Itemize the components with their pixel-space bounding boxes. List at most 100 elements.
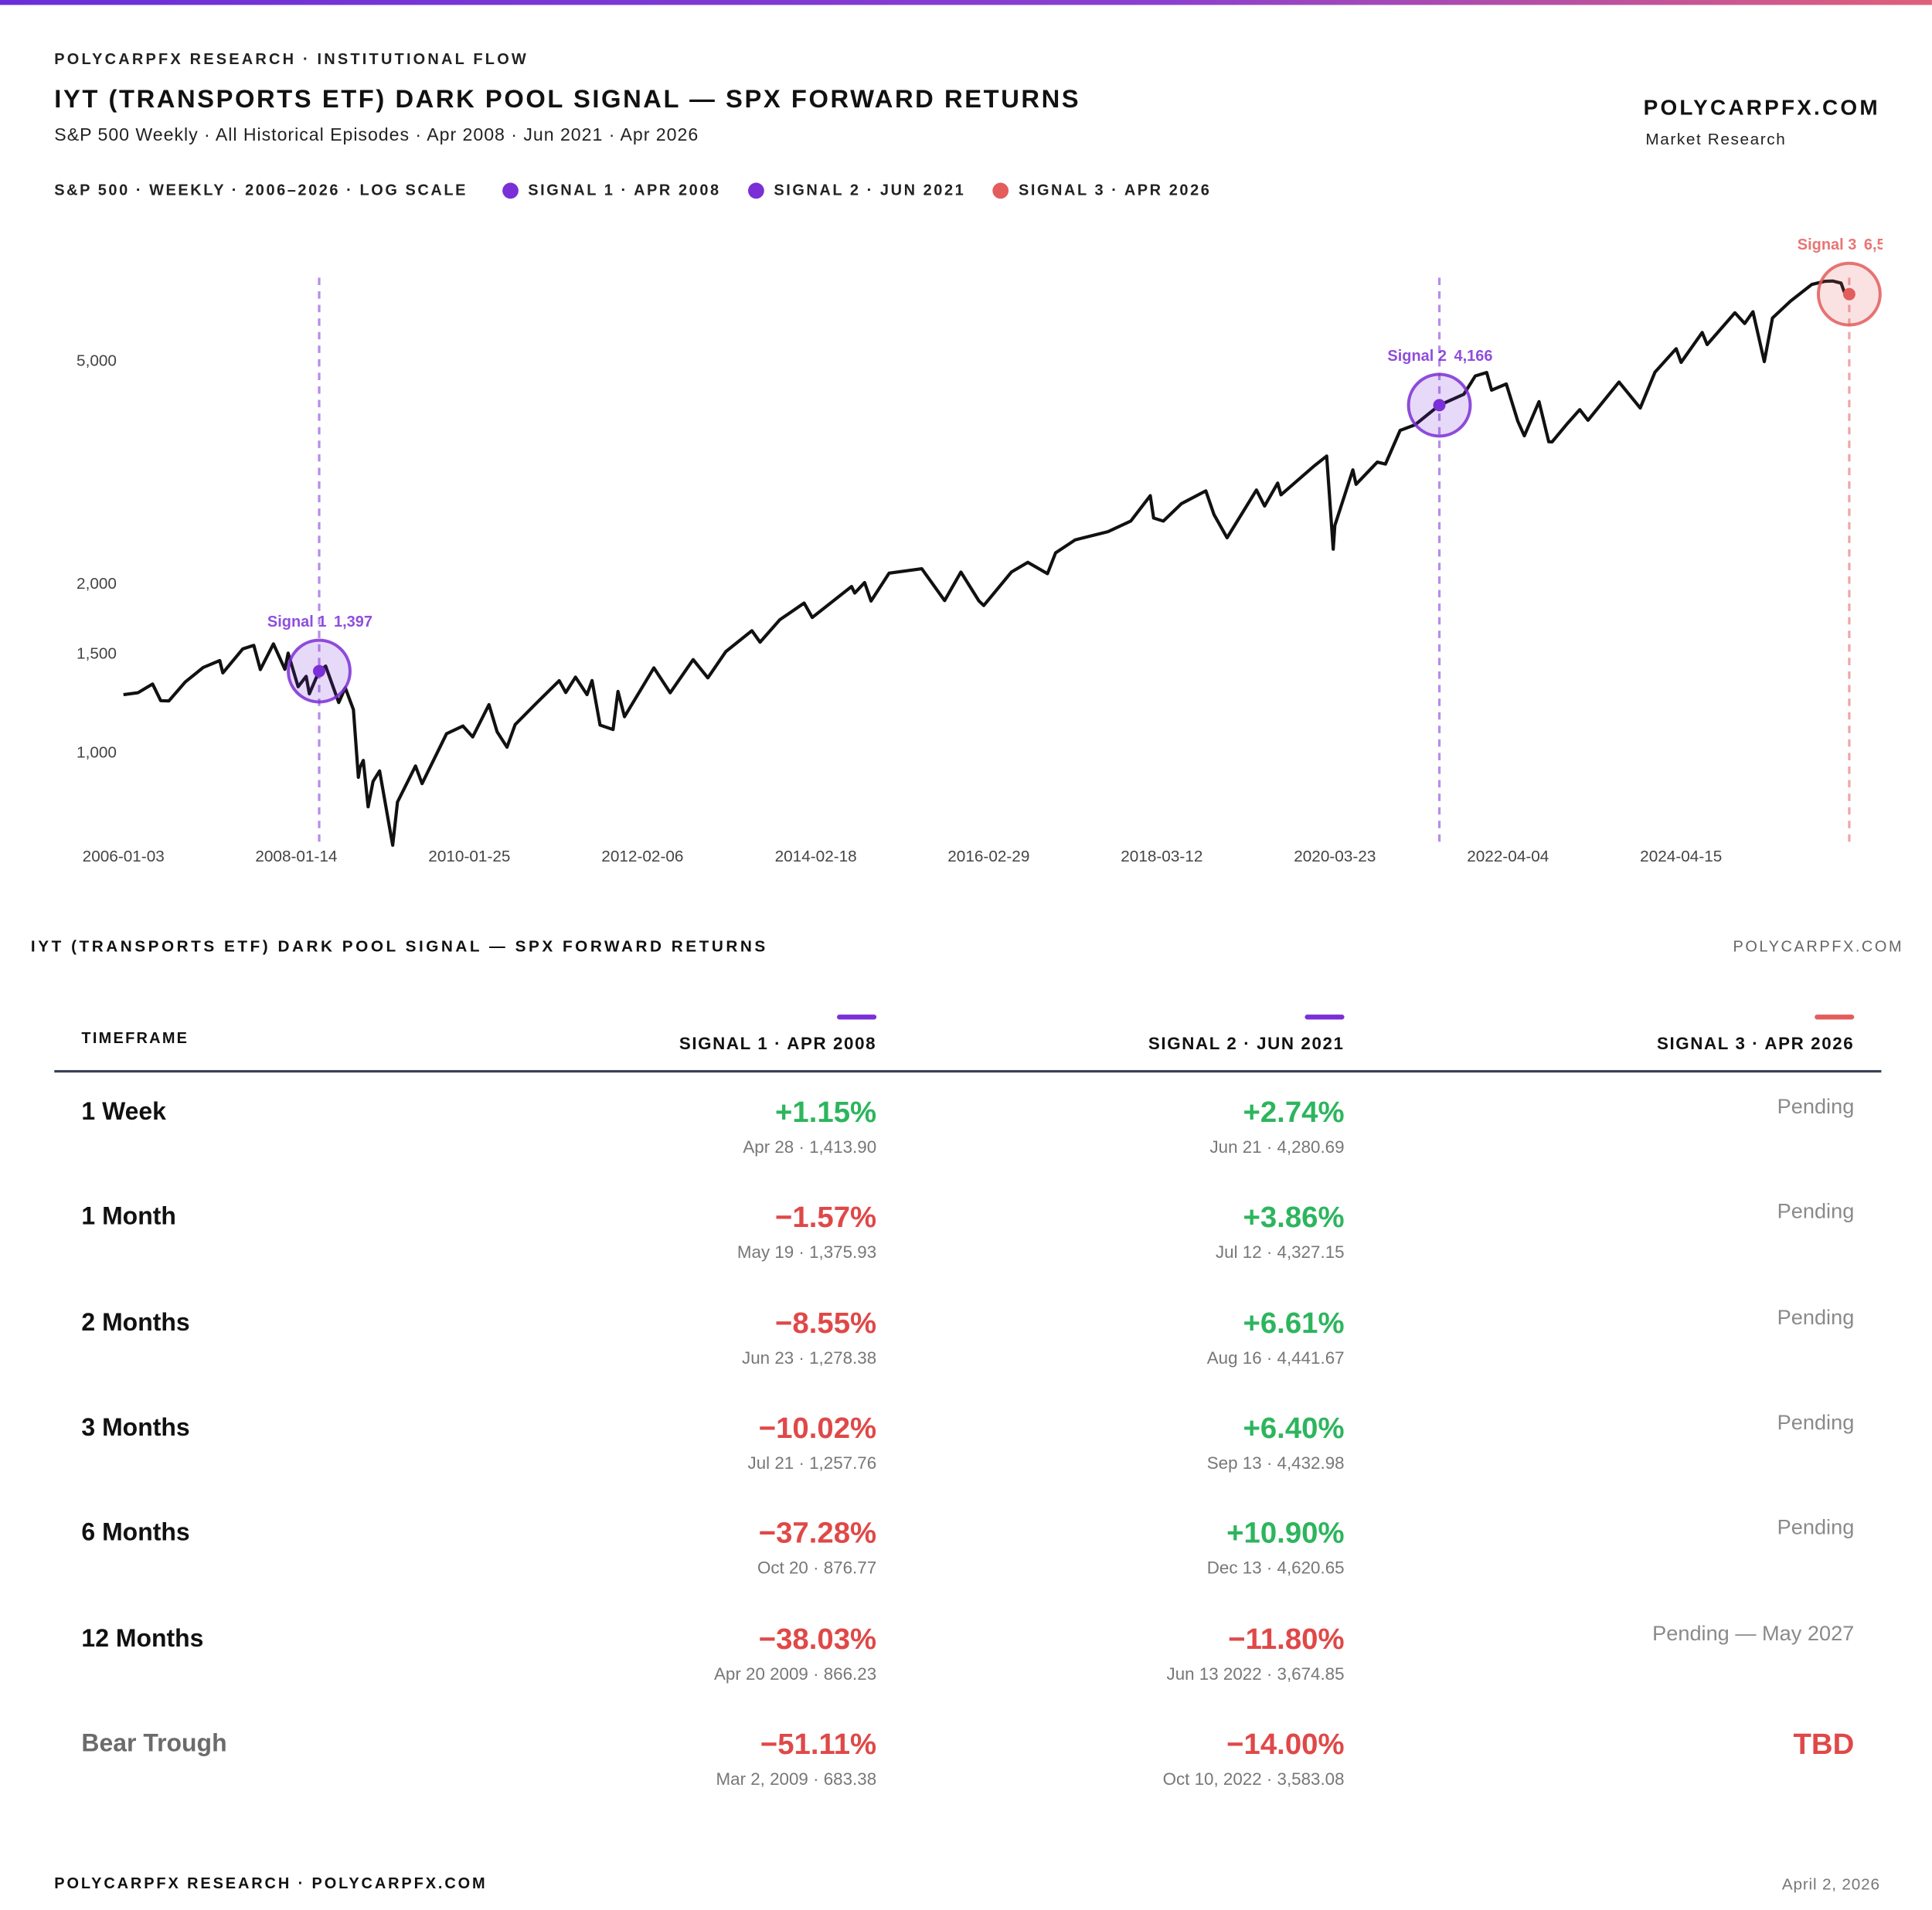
cell-detail: May 19 · 1,375.93 [736, 1242, 877, 1263]
legend-caption: S&P 500 · WEEKLY · 2006–2026 · LOG SCALE [54, 182, 468, 199]
chart: 1,000 1,500 2,000 5,000 2006-01-03 2008-01-14… [77, 236, 1903, 865]
cell-value: −37.28% [758, 1517, 877, 1551]
cell-detail: Dec 13 · 4,620.65 [1206, 1558, 1345, 1578]
y-tick-label: 2,000 [77, 575, 117, 593]
cell-value: −14.00% [1226, 1728, 1345, 1762]
row-label: 12 Months [81, 1624, 204, 1653]
cell-detail: Oct 10, 2022 · 3,583.08 [1162, 1768, 1345, 1789]
column-accent [1304, 1014, 1345, 1020]
top-bar [0, 0, 1932, 5]
subtitle: S&P 500 Weekly · All Historical Episodes… [54, 125, 699, 146]
y-tick-label: 1,000 [77, 743, 117, 761]
cell-value: Pending [1777, 1515, 1855, 1540]
brand-sub: Market Research [1645, 129, 1787, 148]
cell-value: Pending [1777, 1200, 1855, 1224]
x-tick-label: 2006-01-03 [83, 848, 165, 865]
cell-detail: Jul 12 · 4,327.15 [1215, 1242, 1345, 1263]
x-tick-label: 2022-04-04 [1467, 848, 1549, 865]
row-label: 1 Week [81, 1098, 166, 1126]
signal-value: 1,397 [334, 613, 372, 630]
row-label: 3 Months [81, 1414, 190, 1442]
x-tick-label: 2024-04-15 [1640, 848, 1722, 865]
cell-value: +1.15% [775, 1096, 877, 1130]
x-tick-label: 2010-01-25 [428, 848, 510, 865]
row-label: 6 Months [81, 1519, 190, 1547]
cell-value: −11.80% [1228, 1622, 1345, 1656]
signal-value: 4,166 [1454, 348, 1493, 365]
footer-right: April 2, 2026 [1781, 1874, 1880, 1894]
signal-dot [1433, 399, 1446, 412]
title: IYT (TRANSPORTS ETF) DARK POOL SIGNAL — … [54, 85, 1081, 114]
table-brand: POLYCARPFX.COM [1733, 938, 1904, 956]
brand: POLYCARPFX.COM [1643, 94, 1880, 120]
signal-dot [1842, 287, 1855, 301]
cell-value: Pending [1777, 1410, 1855, 1435]
cell-detail: Jun 23 · 1,278.38 [742, 1347, 877, 1368]
cell-detail: Jul 21 · 1,257.76 [747, 1452, 877, 1473]
x-tick-label: 2018-03-12 [1121, 848, 1202, 865]
column-header: TIMEFRAME [81, 1029, 189, 1047]
x-tick-label: 2020-03-23 [1294, 848, 1376, 865]
column-accent [1815, 1014, 1855, 1020]
signal-name: Signal 3 [1798, 236, 1857, 253]
legend-item: SIGNAL 2 · JUN 2021 [747, 182, 966, 199]
legend-item: SIGNAL 1 · APR 2008 [502, 182, 721, 199]
cell-detail: Mar 2, 2009 · 683.38 [716, 1768, 877, 1789]
cell-detail: Apr 28 · 1,413.90 [743, 1137, 877, 1157]
column-header: SIGNAL 2 · JUN 2021 [1148, 1033, 1345, 1053]
legend-label: SIGNAL 2 · JUN 2021 [774, 182, 966, 199]
cell-detail: Jun 21 · 4,280.69 [1209, 1137, 1345, 1157]
row-label: 1 Month [81, 1203, 176, 1232]
x-tick-label: 2012-02-06 [601, 848, 683, 865]
signal-value: 6,575 [1864, 236, 1903, 253]
table-title: IYT (TRANSPORTS ETF) DARK POOL SIGNAL — … [30, 936, 768, 956]
price-line [123, 279, 1850, 847]
legend-label: SIGNAL 1 · APR 2008 [528, 182, 721, 199]
cell-value: TBD [1793, 1728, 1855, 1762]
cell-value: +2.74% [1243, 1096, 1345, 1130]
x-tick-label: 2014-02-18 [775, 848, 857, 865]
legend-dot [747, 182, 764, 199]
y-tick-label: 1,500 [77, 645, 117, 663]
cell-value: +3.86% [1243, 1201, 1345, 1235]
legend-dot [992, 182, 1009, 199]
cell-detail: Aug 16 · 4,441.67 [1206, 1347, 1345, 1368]
cell-detail: Apr 20 2009 · 866.23 [714, 1663, 877, 1684]
column-header: SIGNAL 1 · APR 2008 [679, 1033, 877, 1053]
cell-value: +6.61% [1243, 1306, 1345, 1341]
plot-area: 1,000 1,500 2,000 5,000 2006-01-03 2008-01-14… [77, 236, 1903, 865]
cell-value: −51.11% [760, 1728, 877, 1762]
row-label: Bear Trough [81, 1730, 227, 1758]
cell-detail: Jun 13 2022 · 3,674.85 [1166, 1663, 1345, 1684]
signal-dot [313, 664, 325, 678]
legend-dot [502, 182, 519, 199]
header-rule [54, 1069, 1882, 1072]
legend: S&P 500 · WEEKLY · 2006–2026 · LOG SCALE… [54, 182, 1238, 199]
kicker: POLYCARPFX RESEARCH · INSTITUTIONAL FLOW [54, 50, 529, 68]
y-tick-label: 5,000 [77, 352, 117, 369]
signal-name: Signal 1 [267, 613, 327, 630]
cell-value: Pending [1777, 1305, 1855, 1329]
signal-label: Signal 3 6,575 [1798, 236, 1903, 253]
cell-detail: Sep 13 · 4,432.98 [1206, 1452, 1345, 1473]
column-accent [837, 1014, 877, 1020]
signal-name: Signal 2 [1387, 348, 1447, 365]
legend-item: SIGNAL 3 · APR 2026 [992, 182, 1211, 199]
cell-value: +6.40% [1243, 1412, 1345, 1446]
cell-value: Pending [1777, 1094, 1855, 1119]
x-tick-label: 2008-01-14 [255, 848, 337, 865]
x-tick-label: 2016-02-29 [947, 848, 1029, 865]
legend-label: SIGNAL 3 · APR 2026 [1018, 182, 1212, 199]
cell-value: Pending — May 2027 [1652, 1621, 1855, 1645]
cell-value: −10.02% [758, 1412, 877, 1446]
footer-left: POLYCARPFX RESEARCH · POLYCARPFX.COM [54, 1874, 488, 1892]
column-header: SIGNAL 3 · APR 2026 [1656, 1033, 1855, 1053]
cell-value: +10.90% [1226, 1517, 1345, 1551]
row-label: 2 Months [81, 1309, 190, 1337]
cell-value: −1.57% [775, 1201, 877, 1235]
cell-value: −8.55% [775, 1306, 877, 1341]
signal-label: Signal 1 1,397 [267, 613, 372, 630]
cell-detail: Oct 20 · 876.77 [757, 1558, 877, 1578]
